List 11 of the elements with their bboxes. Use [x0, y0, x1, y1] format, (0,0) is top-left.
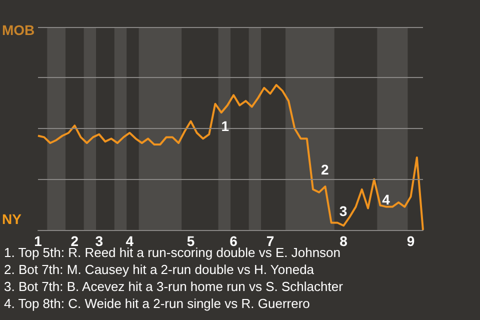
text: 4. Top 8th: C. Weide hit a 2-run single vs R. Guerrero [4, 295, 311, 312]
text: 3. Bot 7th: B. Acevez hit a 3-run home run vs S. Schlachter [4, 278, 343, 295]
annotation: 3 [339, 202, 348, 219]
x-tick-label: 8 [340, 233, 348, 249]
annotation: 2 [321, 161, 329, 178]
text: 2. Bot 7th: M. Causey hit a 2-run double vs H. Yoneda [4, 261, 316, 278]
text: NY [2, 211, 22, 227]
x-tick-label: 9 [406, 233, 415, 249]
annotation: 1 [221, 118, 230, 134]
text: MOB [2, 22, 35, 38]
annotation: 4 [382, 191, 390, 208]
